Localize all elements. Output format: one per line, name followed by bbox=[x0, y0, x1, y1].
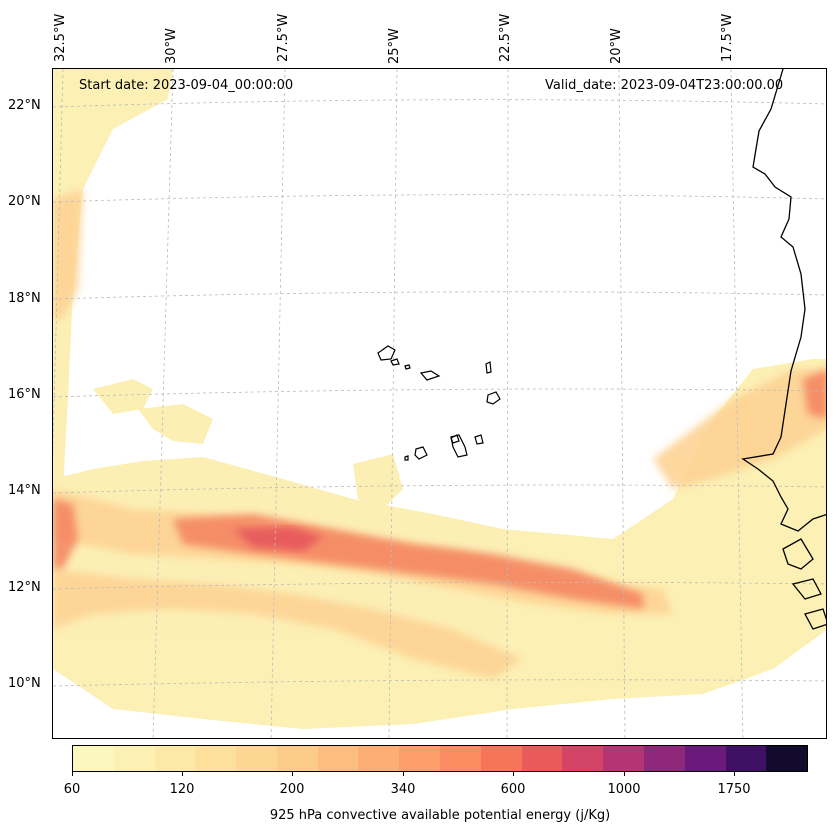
colorbar-tick bbox=[72, 772, 73, 776]
valid-date-label: Valid_date: 2023-09-04T23:00:00.00 bbox=[545, 78, 784, 93]
colorbar-cell-16 bbox=[725, 746, 767, 771]
colorbar-tick bbox=[734, 772, 735, 776]
cape-field-max bbox=[233, 527, 323, 551]
colorbar-cell-8 bbox=[399, 746, 441, 771]
lon-label-30w: 30°W bbox=[164, 28, 179, 64]
colorbar-tick-label: 60 bbox=[63, 782, 81, 797]
lat-label-12n: 12°N bbox=[8, 580, 41, 595]
lon-label-25w: 25°W bbox=[387, 28, 402, 64]
colorbar-cell-2 bbox=[154, 746, 196, 771]
colorbar-cell-13 bbox=[603, 746, 644, 771]
cape-field-low bbox=[53, 69, 826, 729]
colorbar-cell-10 bbox=[480, 746, 522, 771]
colorbar-cell-6 bbox=[317, 746, 359, 771]
colorbar-cell-9 bbox=[440, 746, 481, 771]
colorbar-tick bbox=[182, 772, 183, 776]
colorbar-tick bbox=[292, 772, 293, 776]
colorbar-tick bbox=[624, 772, 625, 776]
colorbar-cell-1 bbox=[113, 746, 155, 771]
colorbar-cell-0 bbox=[73, 746, 114, 771]
lat-label-22n: 22°N bbox=[8, 98, 41, 113]
colorbar bbox=[72, 745, 808, 772]
colorbar-cell-5 bbox=[276, 746, 318, 771]
map-panel bbox=[52, 68, 827, 739]
lon-label-17-5w: 17.5°W bbox=[720, 13, 735, 62]
colorbar-cell-7 bbox=[358, 746, 400, 771]
lat-label-18n: 18°N bbox=[8, 291, 41, 306]
colorbar-tick-label: 340 bbox=[390, 782, 416, 797]
colorbar-tick-label: 1000 bbox=[607, 782, 641, 797]
graticule bbox=[53, 69, 826, 738]
west-africa-coastline bbox=[741, 69, 826, 630]
lat-label-10n: 10°N bbox=[8, 676, 41, 691]
lat-label-16n: 16°N bbox=[8, 387, 41, 402]
lon-label-22-5w: 22.5°W bbox=[498, 13, 513, 62]
lon-label-20w: 20°W bbox=[609, 28, 624, 64]
colorbar-tick bbox=[513, 772, 514, 776]
colorbar-cell-11 bbox=[521, 746, 563, 771]
colorbar-tick-label: 1750 bbox=[717, 782, 751, 797]
colorbar-tick-label: 120 bbox=[169, 782, 195, 797]
colorbar-tick-label: 200 bbox=[279, 782, 305, 797]
colorbar-tick-label: 600 bbox=[500, 782, 526, 797]
start-date-label: Start date: 2023-09-04_00:00:00 bbox=[79, 78, 294, 93]
colorbar-cell-17 bbox=[766, 746, 808, 771]
colorbar-tick bbox=[403, 772, 404, 776]
lat-label-20n: 20°N bbox=[8, 194, 41, 209]
colorbar-cell-12 bbox=[562, 746, 604, 771]
lon-label-27-5w: 27.5°W bbox=[276, 13, 291, 62]
lat-label-14n: 14°N bbox=[8, 483, 41, 498]
colorbar-cell-3 bbox=[195, 746, 237, 771]
lon-label-32-5w: 32.5°W bbox=[53, 13, 68, 62]
colorbar-title: 925 hPa convective available potential e… bbox=[269, 808, 611, 823]
cape-map bbox=[53, 69, 826, 738]
cape-verde-islands bbox=[377, 345, 501, 461]
colorbar-cell-14 bbox=[643, 746, 685, 771]
colorbar-cell-15 bbox=[684, 746, 726, 771]
colorbar-cell-4 bbox=[236, 746, 277, 771]
